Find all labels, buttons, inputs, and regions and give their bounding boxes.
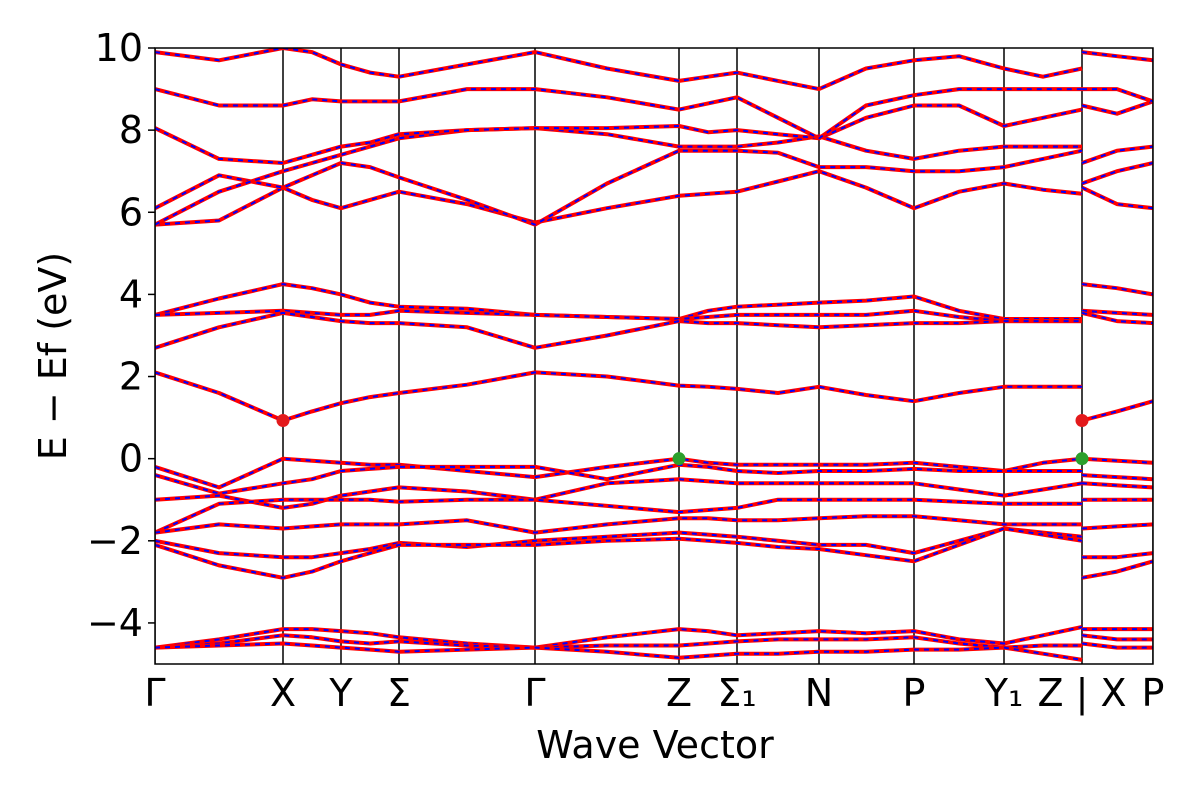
band-line-dashed	[155, 642, 1153, 661]
x-tick-label: Z	[666, 671, 692, 715]
band-line-dashed	[155, 127, 1153, 226]
y-tick-label: 6	[119, 190, 143, 234]
band-line-dashed	[155, 170, 1153, 226]
x-tick-label: N	[805, 671, 833, 715]
band-edge-point	[1075, 413, 1089, 427]
band-line-dashed	[155, 88, 1153, 140]
plot-area	[155, 48, 1153, 664]
y-axis-label: E − Ef (eV)	[31, 252, 75, 461]
y-tick-label: 4	[119, 272, 143, 316]
band-line-dashed	[155, 626, 1153, 649]
band-line-dashed	[155, 515, 1153, 534]
band-line-dashed	[155, 527, 1153, 579]
x-tick-label: Y₁	[984, 671, 1023, 715]
y-tick-label: 10	[95, 26, 143, 70]
x-tick-label: Γ	[144, 671, 165, 715]
x-tick-label: Σ	[387, 671, 411, 715]
band-edge-point	[276, 413, 290, 427]
band-edge-point	[1075, 452, 1089, 466]
y-tick-label: 0	[119, 437, 143, 481]
y-tick-label: 2	[119, 355, 143, 399]
x-tick-label: P	[903, 671, 926, 715]
band-line-dashed	[155, 457, 1153, 489]
x-tick-label: Γ	[524, 671, 545, 715]
band-line-dashed	[155, 48, 1153, 91]
band-line-dashed	[155, 527, 1153, 559]
band-line-dashed	[155, 311, 1153, 349]
plot-frame	[154, 47, 1154, 665]
band-line-dashed	[155, 371, 1153, 422]
band-line-dashed	[155, 100, 1153, 165]
x-tick-label: P	[1142, 671, 1165, 715]
y-tick-label: −4	[87, 601, 143, 645]
band-line-dashed	[155, 478, 1153, 509]
y-tick-label: 8	[119, 108, 143, 152]
x-tick-label: X	[270, 671, 296, 715]
y-tick-label: −2	[87, 519, 143, 563]
band-line-dashed	[155, 498, 1153, 534]
x-tick-label: Z | X	[1037, 671, 1126, 716]
x-axis-label: Wave Vector	[536, 723, 774, 767]
x-tick-label: Σ₁	[717, 671, 756, 715]
band-line-dashed	[155, 149, 1153, 226]
band-line-dashed	[155, 309, 1153, 323]
x-tick-label: Y	[328, 671, 353, 715]
band-line-dashed	[155, 634, 1153, 649]
band-edge-point	[672, 452, 686, 466]
